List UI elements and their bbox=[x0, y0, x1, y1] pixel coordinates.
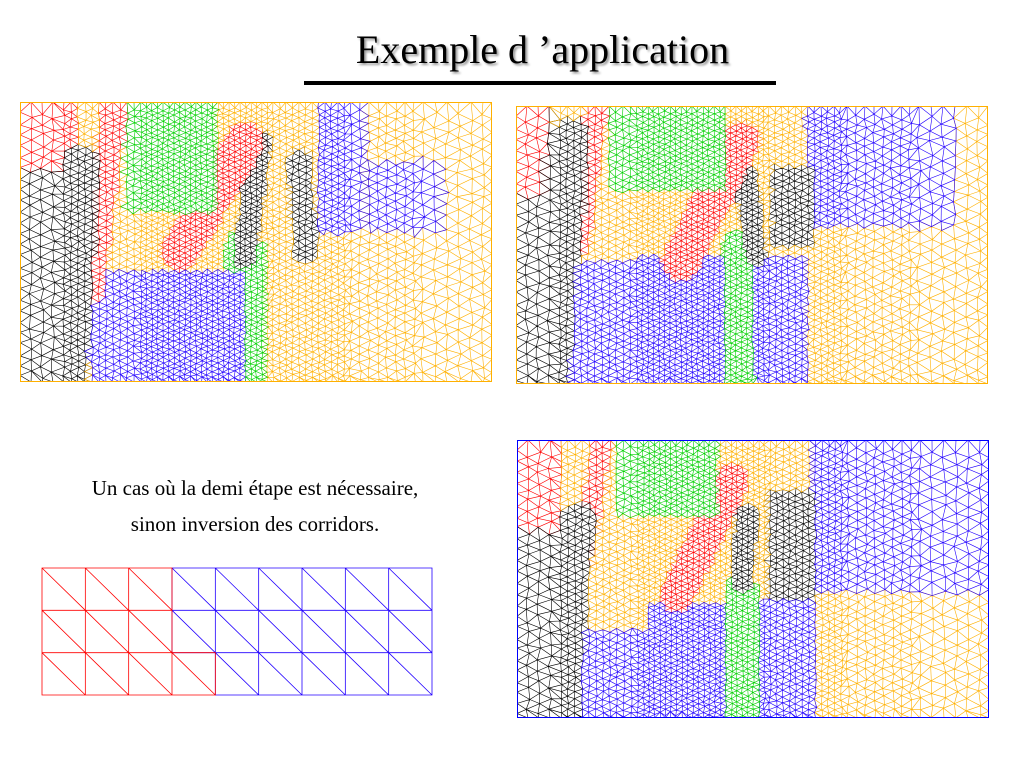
mesh-region-green bbox=[607, 106, 758, 384]
slide-title: Exemple d ’application bbox=[355, 27, 730, 72]
mesh-half-step-partition bbox=[517, 440, 989, 718]
mesh-region-red bbox=[516, 106, 765, 284]
strip-cells-red bbox=[41, 567, 216, 696]
caption: Un cas où la demi étape est nécessaire, … bbox=[20, 470, 490, 542]
caption-line-1: Un cas où la demi étape est nécessaire, bbox=[91, 476, 419, 500]
mesh-frame bbox=[516, 106, 988, 384]
mesh-frame bbox=[20, 102, 492, 382]
caption-line-2: sinon inversion des corridors. bbox=[130, 512, 380, 536]
mesh-region-blue bbox=[83, 102, 450, 382]
mesh-region-orange bbox=[548, 106, 988, 384]
strip-cells-blue bbox=[171, 567, 433, 696]
mesh-initial-partition bbox=[20, 102, 492, 382]
mesh-frame bbox=[517, 440, 989, 718]
mesh-final-partition bbox=[516, 106, 988, 384]
title-underline bbox=[304, 81, 776, 85]
corridor-strip-diagram bbox=[41, 567, 433, 696]
mesh-region-green bbox=[615, 440, 761, 718]
mesh-region-blue bbox=[580, 440, 989, 718]
mesh-region-green bbox=[119, 102, 270, 382]
mesh-region-orange bbox=[76, 102, 492, 382]
mesh-region-orange bbox=[558, 440, 989, 718]
